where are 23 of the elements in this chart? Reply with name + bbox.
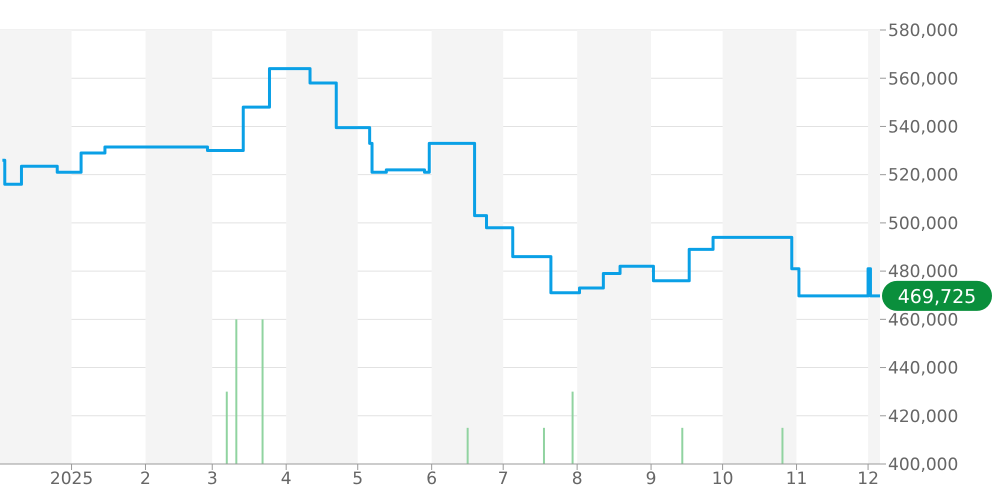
x-tick-label: 12 <box>857 469 879 490</box>
x-tick-label: 6 <box>426 469 438 490</box>
x-tick-label: 9 <box>646 469 656 490</box>
x-tick-label: 11 <box>786 469 808 490</box>
y-tick-label: 500,000 <box>888 214 958 234</box>
y-tick-label: 460,000 <box>888 310 958 330</box>
x-tick-label: 2025 <box>50 469 94 490</box>
x-tick-label: 5 <box>352 469 364 490</box>
x-tick-label: 7 <box>498 469 509 490</box>
y-tick-label: 420,000 <box>888 406 958 427</box>
x-tick-label: 3 <box>206 469 218 490</box>
y-tick-label: 580,000 <box>888 21 958 42</box>
y-tick-label: 560,000 <box>888 69 958 90</box>
y-tick-label: 440,000 <box>888 358 958 379</box>
y-tick-label: 400,000 <box>888 455 958 476</box>
x-tick-label: 10 <box>712 469 734 490</box>
x-tick-label: 2 <box>140 469 151 490</box>
x-tick-label: 4 <box>280 469 292 490</box>
annotation: 469,725 <box>898 286 976 308</box>
y-tick-label: 540,000 <box>888 117 958 138</box>
x-tick-label: 8 <box>572 469 583 490</box>
y-tick-label: 480,000 <box>888 262 958 282</box>
y-tick-label: 520,000 <box>888 166 958 186</box>
